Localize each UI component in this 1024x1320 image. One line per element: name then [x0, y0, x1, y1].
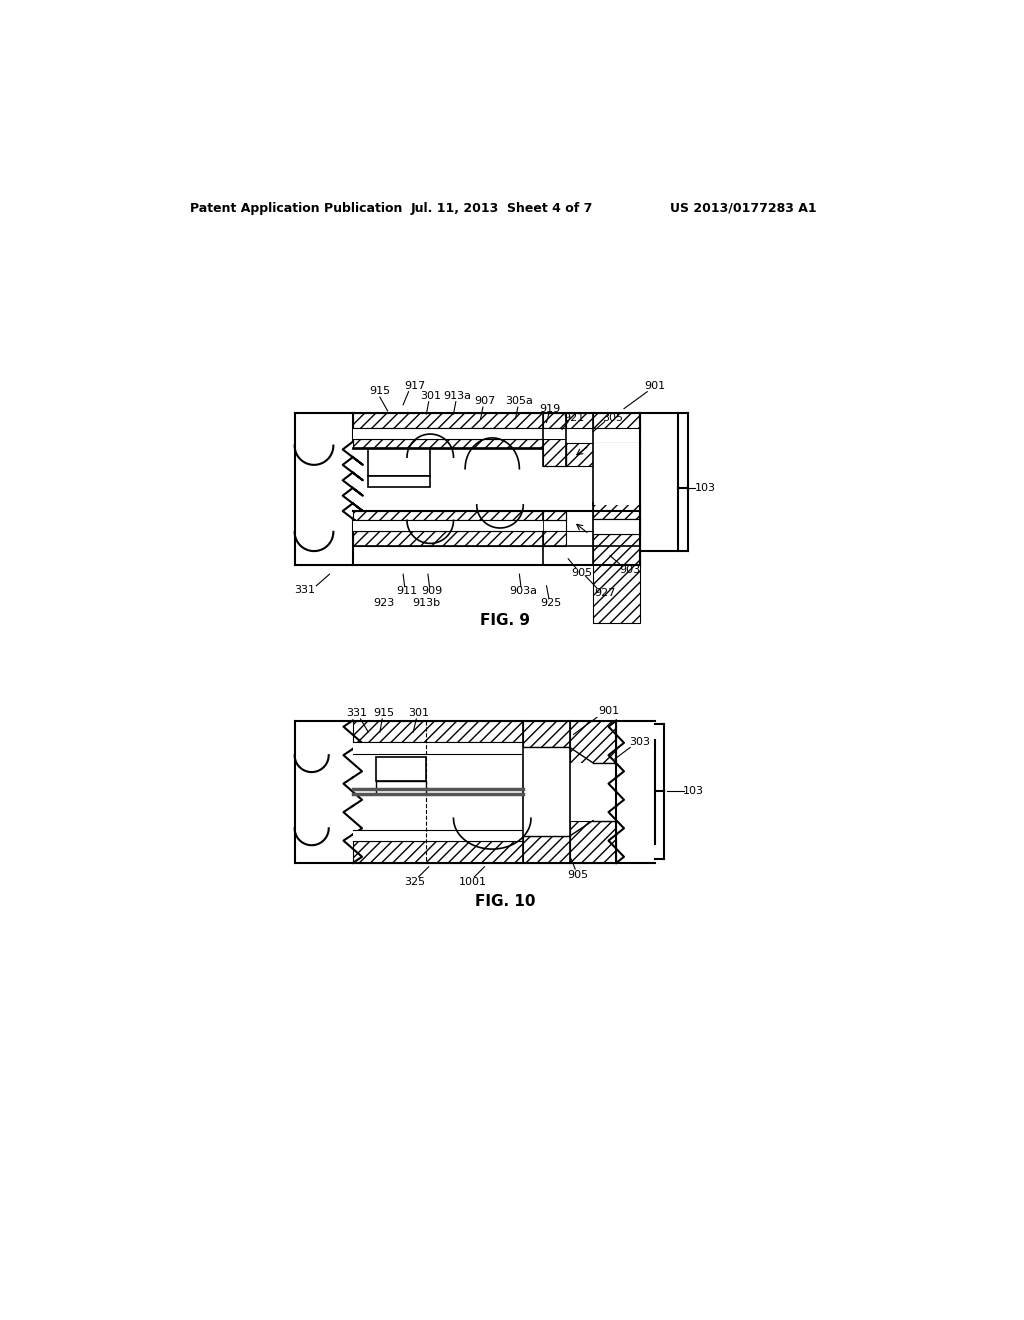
Bar: [543, 438, 566, 466]
Text: 915: 915: [373, 708, 394, 718]
Bar: [569, 763, 616, 821]
Text: 305a: 305a: [506, 396, 534, 407]
Text: Jul. 11, 2013  Sheet 4 of 7: Jul. 11, 2013 Sheet 4 of 7: [411, 202, 593, 215]
Bar: [352, 520, 543, 531]
Bar: [352, 531, 543, 546]
Bar: [593, 519, 640, 535]
Bar: [352, 841, 523, 863]
Bar: [523, 836, 569, 863]
Bar: [640, 412, 678, 552]
Text: 915: 915: [370, 385, 390, 396]
Bar: [523, 721, 569, 747]
Bar: [593, 412, 640, 532]
Text: 305: 305: [602, 413, 623, 422]
Bar: [352, 511, 543, 520]
Text: 925: 925: [541, 598, 562, 609]
Text: 909: 909: [421, 586, 442, 597]
Text: 907: 907: [474, 396, 496, 407]
Bar: [376, 758, 426, 780]
Text: 325: 325: [404, 878, 425, 887]
Bar: [566, 412, 593, 466]
Text: 103: 103: [683, 787, 705, 796]
Text: 923: 923: [373, 598, 394, 609]
Text: 903: 903: [620, 565, 641, 574]
Bar: [543, 511, 566, 520]
Bar: [376, 780, 426, 795]
Text: 331: 331: [294, 585, 315, 594]
Text: FIG. 9: FIG. 9: [480, 612, 530, 628]
Text: 103: 103: [695, 483, 716, 492]
Bar: [569, 821, 616, 863]
Bar: [543, 531, 566, 546]
Bar: [593, 428, 640, 444]
Bar: [593, 503, 640, 623]
Bar: [593, 444, 640, 506]
Text: 927: 927: [594, 587, 615, 598]
Bar: [369, 449, 430, 475]
Text: 301: 301: [409, 708, 429, 718]
Text: 331: 331: [346, 708, 368, 718]
Bar: [352, 721, 523, 742]
Text: 905: 905: [570, 568, 592, 578]
Text: 919: 919: [540, 404, 561, 413]
Text: 911: 911: [396, 586, 418, 597]
Bar: [593, 519, 640, 535]
Text: 301: 301: [420, 391, 440, 400]
Bar: [523, 747, 569, 836]
Text: US 2013/0177283 A1: US 2013/0177283 A1: [671, 202, 817, 215]
Text: 913b: 913b: [413, 598, 440, 609]
Text: Patent Application Publication: Patent Application Publication: [190, 202, 402, 215]
Text: FIG. 10: FIG. 10: [475, 894, 536, 909]
Bar: [543, 412, 566, 428]
Bar: [352, 438, 543, 447]
Text: 917: 917: [404, 380, 425, 391]
Bar: [566, 428, 593, 444]
Text: 921: 921: [563, 413, 585, 422]
Bar: [352, 742, 523, 754]
Bar: [569, 721, 616, 763]
Bar: [352, 428, 543, 438]
Text: 1001: 1001: [459, 878, 486, 887]
Text: 901: 901: [644, 380, 666, 391]
Bar: [352, 412, 543, 428]
Text: 901: 901: [598, 706, 620, 717]
Text: 303: 303: [629, 737, 650, 747]
Text: 905: 905: [567, 870, 588, 879]
Text: 913a: 913a: [443, 391, 471, 400]
Bar: [369, 475, 430, 487]
Text: 903a: 903a: [509, 586, 538, 597]
Bar: [543, 428, 566, 438]
Bar: [352, 830, 523, 841]
